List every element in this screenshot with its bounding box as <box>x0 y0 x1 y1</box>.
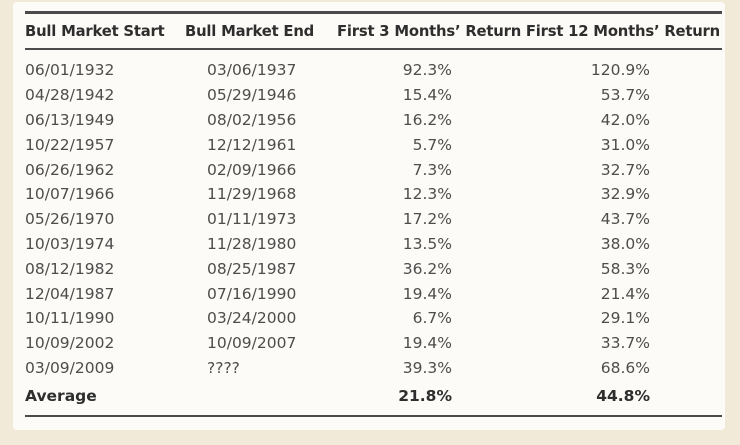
end-date-cell: 07/16/1990 <box>207 284 297 303</box>
table-panel: Bull Market Start Bull Market End First … <box>13 2 725 430</box>
header-first-3-months-return: First 3 Months’ Return <box>337 12 521 50</box>
table-row: 10/07/1966 11/29/1968 12.3% 32.9% <box>25 182 722 207</box>
three-month-return-cell: 5.7% <box>412 135 452 154</box>
end-date-cell: 02/09/1966 <box>207 160 297 179</box>
table-row: 10/03/1974 11/28/1980 13.5% 38.0% <box>25 232 722 257</box>
three-month-return-cell: 39.3% <box>402 358 452 377</box>
twelve-month-return-cell: 21.4% <box>600 284 650 303</box>
header-first-12-months-return: First 12 Months’ Return <box>520 12 722 50</box>
table-footer: Average 21.8% 44.8% <box>25 380 722 416</box>
header-bull-market-start: Bull Market Start <box>25 12 185 50</box>
end-date-cell: 03/24/2000 <box>207 309 297 328</box>
table-row: 04/28/1942 05/29/1946 15.4% 53.7% <box>25 83 722 108</box>
start-date-cell: 06/01/1932 <box>25 61 115 80</box>
twelve-month-return-cell: 68.6% <box>600 358 650 377</box>
start-date-cell: 10/11/1990 <box>25 309 115 328</box>
bull-market-returns-table: Bull Market Start Bull Market End First … <box>25 11 722 418</box>
start-date-cell: 10/07/1966 <box>25 185 115 204</box>
twelve-month-return-cell: 31.0% <box>600 135 650 154</box>
start-date-cell: 10/09/2002 <box>25 334 115 353</box>
table-row: 03/09/2009???? 39.3% 68.6% <box>25 356 722 381</box>
table-row: 08/12/1982 08/25/1987 36.2% 58.3% <box>25 256 722 281</box>
end-date-cell: 11/28/1980 <box>207 234 297 253</box>
three-month-return-cell: 17.2% <box>402 210 452 229</box>
table-row: 06/01/1932 03/06/1937 92.3% 120.9% <box>25 49 722 83</box>
end-date-cell: 05/29/1946 <box>207 86 297 105</box>
end-date-cell: 01/11/1973 <box>207 210 297 229</box>
start-date-cell: 12/04/1987 <box>25 284 115 303</box>
twelve-month-return-cell: 42.0% <box>600 110 650 129</box>
average-end-cell <box>185 380 337 416</box>
average-twelve-month-return-cell: 44.8% <box>596 386 650 405</box>
table-row: 12/04/1987 07/16/1990 19.4% 21.4% <box>25 281 722 306</box>
twelve-month-return-cell: 58.3% <box>600 259 650 278</box>
twelve-month-return-cell: 38.0% <box>600 234 650 253</box>
table-row: 05/26/1970 01/11/1973 17.2% 43.7% <box>25 207 722 232</box>
three-month-return-cell: 13.5% <box>402 234 452 253</box>
end-date-cell: 10/09/2007 <box>207 334 297 353</box>
end-date-cell: ???? <box>207 358 240 377</box>
table-row: 06/26/1962 02/09/1966 7.3% 32.7% <box>25 157 722 182</box>
twelve-month-return-cell: 32.7% <box>600 160 650 179</box>
start-date-cell: 10/22/1957 <box>25 135 115 154</box>
twelve-month-return-cell: 32.9% <box>600 185 650 204</box>
header-bull-market-end: Bull Market End <box>185 12 337 50</box>
table-row: 10/09/2002 10/09/2007 19.4% 33.7% <box>25 331 722 356</box>
start-date-cell: 10/03/1974 <box>25 234 115 253</box>
table-header: Bull Market Start Bull Market End First … <box>25 12 722 50</box>
end-date-cell: 11/29/1968 <box>207 185 297 204</box>
end-date-cell: 08/02/1956 <box>207 110 297 129</box>
start-date-cell: 06/13/1949 <box>25 110 115 129</box>
three-month-return-cell: 15.4% <box>402 86 452 105</box>
end-date-cell: 08/25/1987 <box>207 259 297 278</box>
table-row: 06/13/1949 08/02/1956 16.2% 42.0% <box>25 108 722 133</box>
table-row: 10/22/1957 12/12/1961 5.7% 31.0% <box>25 132 722 157</box>
twelve-month-return-cell: 53.7% <box>600 86 650 105</box>
start-date-cell: 04/28/1942 <box>25 86 115 105</box>
three-month-return-cell: 19.4% <box>402 284 452 303</box>
twelve-month-return-cell: 43.7% <box>600 210 650 229</box>
start-date-cell: 08/12/1982 <box>25 259 115 278</box>
average-label-cell: Average <box>25 386 97 405</box>
end-date-cell: 12/12/1961 <box>207 135 297 154</box>
three-month-return-cell: 92.3% <box>402 61 452 80</box>
average-row: Average 21.8% 44.8% <box>25 380 722 416</box>
average-three-month-return-cell: 21.8% <box>398 386 452 405</box>
end-date-cell: 03/06/1937 <box>207 61 297 80</box>
three-month-return-cell: 6.7% <box>412 309 452 328</box>
start-date-cell: 06/26/1962 <box>25 160 115 179</box>
three-month-return-cell: 7.3% <box>412 160 452 179</box>
start-date-cell: 05/26/1970 <box>25 210 115 229</box>
table-body: 06/01/1932 03/06/1937 92.3% 120.9% 04/28/194… <box>25 49 722 380</box>
three-month-return-cell: 19.4% <box>402 334 452 353</box>
header-row: Bull Market Start Bull Market End First … <box>25 12 722 50</box>
three-month-return-cell: 16.2% <box>402 110 452 129</box>
twelve-month-return-cell: 29.1% <box>600 309 650 328</box>
three-month-return-cell: 36.2% <box>402 259 452 278</box>
table-row: 10/11/1990 03/24/2000 6.7% 29.1% <box>25 306 722 331</box>
three-month-return-cell: 12.3% <box>402 185 452 204</box>
twelve-month-return-cell: 120.9% <box>590 61 650 80</box>
twelve-month-return-cell: 33.7% <box>600 334 650 353</box>
start-date-cell: 03/09/2009 <box>25 358 115 377</box>
